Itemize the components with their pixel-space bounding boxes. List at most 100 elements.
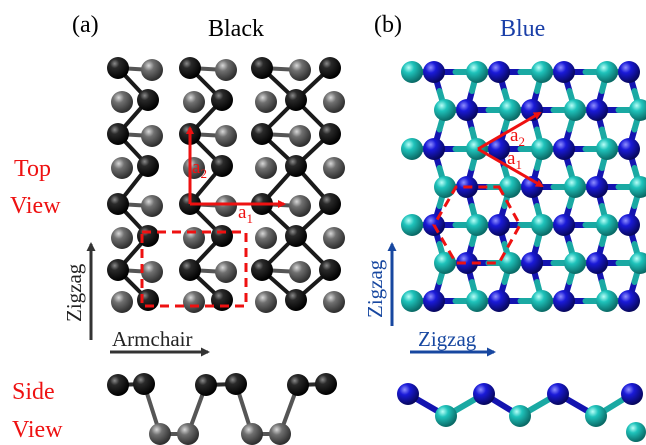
lower-layer-atom [215, 59, 237, 81]
blue-a1-arrow [477, 147, 544, 188]
upper-layer-atom [285, 289, 307, 311]
black-armchair-label: Armchair [112, 327, 192, 351]
blue-atom [586, 176, 608, 198]
top-view-label-line1: Top [14, 156, 51, 182]
black-side-view [107, 373, 337, 445]
cyan-atom [434, 99, 456, 121]
panel-a-title: Black [208, 16, 264, 42]
cyan-atom [596, 61, 618, 83]
blue-atom [488, 214, 510, 236]
blue-side-cyan-atom [435, 405, 457, 427]
blue-atom [618, 214, 640, 236]
upper-layer-atom [285, 89, 307, 111]
cyan-atom [531, 290, 553, 312]
lower-layer-atom [215, 125, 237, 147]
upper-layer-atom [285, 155, 307, 177]
blue-side-cyan-atom [585, 405, 607, 427]
lower-layer-atom [289, 261, 311, 283]
blue-atom [618, 138, 640, 160]
lower-layer-atom [111, 157, 133, 179]
lower-layer-atom [183, 91, 205, 113]
lower-layer-atom [289, 125, 311, 147]
lower-layer-atom [289, 59, 311, 81]
blue-zigzag-horizontal-label: Zigzag [418, 327, 477, 351]
cyan-atom [531, 214, 553, 236]
upper-layer-atom [319, 123, 341, 145]
black-unit-cell [140, 230, 248, 308]
cyan-atom [466, 214, 488, 236]
cyan-atom [596, 138, 618, 160]
black-side-upper-atom [107, 374, 129, 396]
blue-atom [456, 252, 478, 274]
blue-lattice-vectors: a2 a1 [477, 111, 544, 188]
black-lattice-vectors: a2 a1 [186, 126, 286, 226]
lower-layer-atom [111, 291, 133, 313]
upper-layer-atom [319, 259, 341, 281]
upper-layer-atom [107, 193, 129, 215]
cyan-atom [564, 252, 586, 274]
blue-atom [618, 61, 640, 83]
side-view-label-line1: Side [12, 379, 55, 405]
blue-atom [553, 138, 575, 160]
blue-side-view [397, 383, 646, 442]
blue-top-view [401, 61, 646, 312]
blue-unit-cell [432, 185, 522, 265]
cyan-atom [564, 99, 586, 121]
cyan-atom [401, 138, 423, 160]
cyan-atom [466, 61, 488, 83]
blue-atom [488, 138, 510, 160]
upper-layer-atom [211, 225, 233, 247]
panel-b-title: Blue [500, 16, 545, 42]
blue-atom [488, 290, 510, 312]
blue-a2-arrow [477, 111, 542, 151]
lower-layer-atom [323, 157, 345, 179]
lower-layer-atom [141, 59, 163, 81]
cyan-atom [629, 252, 646, 274]
upper-layer-atom [137, 89, 159, 111]
blue-a2-label: a2 [510, 125, 525, 149]
black-side-lower-atom [149, 423, 171, 445]
a1-label: a1 [238, 202, 253, 226]
upper-layer-atom [251, 123, 273, 145]
panel-b-tag: (b) [374, 12, 402, 38]
blue-atom [456, 99, 478, 121]
cyan-atom [499, 252, 521, 274]
cyan-atom [499, 99, 521, 121]
upper-layer-atom [251, 57, 273, 79]
upper-layer-atom [137, 155, 159, 177]
lower-layer-atom [255, 291, 277, 313]
upper-layer-atom [107, 123, 129, 145]
upper-layer-atom [107, 57, 129, 79]
lower-layer-atom [111, 227, 133, 249]
cyan-atom [401, 61, 423, 83]
cyan-atom [401, 214, 423, 236]
upper-layer-atom [211, 289, 233, 311]
black-side-lower-atom [177, 423, 199, 445]
lower-layer-atom [255, 91, 277, 113]
cyan-atom [531, 138, 553, 160]
upper-layer-atom [137, 289, 159, 311]
cyan-atom [629, 99, 646, 121]
black-side-upper-atom [133, 373, 155, 395]
blue-atom [423, 290, 445, 312]
blue-direction-arrows: Zigzag Zigzag [363, 242, 496, 357]
upper-layer-atom [179, 259, 201, 281]
lower-layer-atom [141, 261, 163, 283]
lower-layer-atom [183, 227, 205, 249]
lower-layer-atom [323, 227, 345, 249]
upper-layer-atom [251, 259, 273, 281]
black-side-upper-atom [315, 373, 337, 395]
upper-layer-atom [211, 89, 233, 111]
cyan-atom [564, 176, 586, 198]
lower-layer-atom [141, 195, 163, 217]
upper-layer-atom [107, 259, 129, 281]
cyan-atom [531, 61, 553, 83]
panel-a-tag: (a) [72, 12, 99, 38]
black-side-upper-atom [287, 374, 309, 396]
black-top-view [107, 57, 345, 313]
black-side-upper-atom [195, 374, 217, 396]
cyan-atom [466, 138, 488, 160]
blue-atom [618, 290, 640, 312]
blue-side-blue-atom [473, 383, 495, 405]
blue-side-cyan-atom [509, 405, 531, 427]
